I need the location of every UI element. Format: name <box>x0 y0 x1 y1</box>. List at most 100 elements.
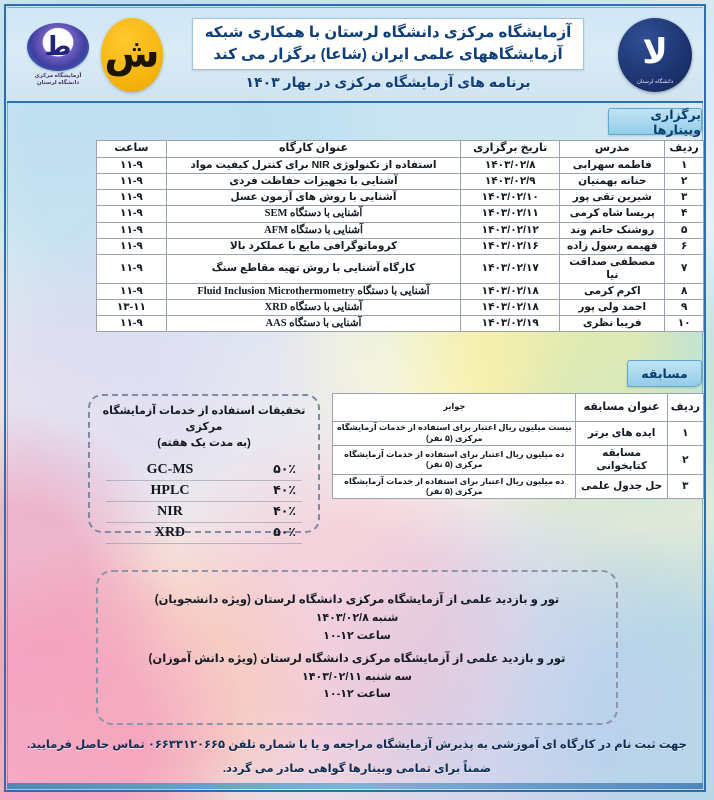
cell-prize: ده میلیون ریال اعتبار برای استفاده از خد… <box>331 444 577 476</box>
cell-discount-percent: ۴۰٪ <box>234 480 302 502</box>
cell-time: ۱۱-۹ <box>96 173 167 191</box>
header-title-block: آزمایشگاه مرکزی دانشگاه لرستان با همکاری… <box>163 18 613 91</box>
central-lab-logo-glyph: ط <box>44 31 72 62</box>
table-row: ۴ پریسا شاه کرمی ۱۴۰۳/۰۲/۱۱ آشنایی با دس… <box>96 205 704 223</box>
cell-time: ۱۱-۹ <box>96 237 167 255</box>
cell-teacher: احمد ولی پور <box>559 299 666 317</box>
cell-date: ۱۴۰۳/۰۲/۱۹ <box>460 315 561 333</box>
discounts-table: ۵۰٪ GC-MS ۴۰٪ HPLC ۴۰٪ NIR ۵۰٪ XRD <box>106 459 302 544</box>
tour-date: سه شنبه ۱۴۰۳/۰۲/۱۱ <box>302 670 412 683</box>
table-row: ۵۰٪ GC-MS <box>106 459 302 481</box>
table-row: ۵۰٪ XRD <box>106 522 302 544</box>
cell-time: ۱۱-۹ <box>96 315 167 333</box>
discounts-title-line2: (به مدت یک هفته) <box>157 436 251 449</box>
poster-header: لا دانشگاه لرستان آزمایشگاه مرکزی دانشگا… <box>7 8 703 103</box>
contest-table-body: ۱ ایده های برتر بیست میلیون ریال اعتبار … <box>331 421 705 500</box>
table-header-row: ردیف مدرس تاریخ برگزاری عنوان کارگاه ساع… <box>96 140 704 158</box>
cell-discount-item: HPLC <box>106 480 234 502</box>
webinars-table-head: ردیف مدرس تاریخ برگزاری عنوان کارگاه ساع… <box>96 140 704 158</box>
cell-title: آشنایی با روش های آزمون عسل <box>165 189 462 207</box>
cell-row: ۱ <box>666 421 705 446</box>
cell-prize: بیست میلیون ریال اعتبار برای استفاده از … <box>331 421 577 446</box>
col-header-title: عنوان مسابقه <box>575 393 668 422</box>
cell-date: ۱۴۰۳/۰۲/۱۲ <box>460 221 561 239</box>
cell-teacher: حنانه بهمنیان <box>559 173 666 191</box>
cell-teacher: شیرین تقی پور <box>559 189 666 207</box>
cell-teacher: اکرم کرمی <box>559 282 666 301</box>
cell-row: ۳ <box>664 189 704 207</box>
tours-card: تور و بازدید علمی از آزمایشگاه مرکزی دان… <box>96 570 618 725</box>
cell-time: ۱۱-۹ <box>96 205 167 223</box>
webinars-table: ردیف مدرس تاریخ برگزاری عنوان کارگاه ساع… <box>96 140 704 333</box>
cell-time: ۱۱-۹ <box>96 282 167 301</box>
cell-title: آشنایی با دستگاه Fluid Inclusion Microth… <box>165 282 462 301</box>
cell-date: ۱۴۰۳/۰۲/۱۰ <box>460 189 561 207</box>
cell-title: آشنایی با دستگاه XRD <box>165 299 462 317</box>
cell-teacher: فریبا نظری <box>559 315 666 333</box>
contest-table: ردیف عنوان مسابقه جوایز ۱ ایده های برتر … <box>331 393 705 500</box>
cell-teacher: مصطفی صداقت نیا <box>559 253 666 285</box>
cell-discount-item: GC-MS <box>106 459 234 481</box>
university-seal-caption: دانشگاه لرستان <box>636 78 674 85</box>
central-lab-caption-line1: آزمایشگاه مرکزی <box>34 72 82 79</box>
table-row: ۴۰٪ NIR <box>106 501 302 523</box>
cell-date: ۱۴۰۳/۰۲/۱۸ <box>460 299 561 317</box>
page-title: آزمایشگاه مرکزی دانشگاه لرستان با همکاری… <box>191 18 585 70</box>
cell-title: آشنایی با دستگاه AFM <box>165 221 462 239</box>
section-header-webinars: برگزاری وبینارها <box>608 108 702 137</box>
cell-row: ۶ <box>664 237 704 255</box>
cell-row: ۱۰ <box>664 315 704 333</box>
page-title-line2: آزمایشگاههای علمی ایران (شاعا) برگزار می… <box>213 46 563 63</box>
cell-teacher: پریسا شاه کرمی <box>559 205 666 223</box>
table-row: ۸ اکرم کرمی ۱۴۰۳/۰۲/۱۸ آشنایی با دستگاه … <box>96 282 704 301</box>
tour-time: ساعت ۱۲-۱۰ <box>323 688 391 701</box>
footer-certificate-note: ضمناً برای تمامی وبینارها گواهی صادر می … <box>222 762 492 775</box>
tour-title: تور و بازدید علمی از آزمایشگاه مرکزی دان… <box>148 653 566 665</box>
university-seal-mark: لا <box>642 31 668 72</box>
cell-teacher: فهیمه رسول زاده <box>559 237 666 255</box>
cell-row: ۹ <box>664 299 704 317</box>
cell-date: ۱۴۰۳/۰۲/۱۸ <box>460 282 561 301</box>
cell-title: آشنایی با تجهیزات حفاظت فردی <box>165 173 462 191</box>
cell-teacher: فاطمه سهرابی <box>559 156 666 175</box>
cell-teacher: روشنک حاتم وند <box>559 221 666 239</box>
cell-time: ۱۱-۹ <box>96 189 167 207</box>
shaa-logo-glyph: ش <box>104 30 160 77</box>
central-lab-logo-caption: آزمایشگاه مرکزی دانشگاه لرستان <box>35 73 82 87</box>
col-header-prize: جوایز <box>331 393 577 422</box>
partner-logos: ش ط آزمایشگاه مرکزی دانشگاه لرستان <box>13 17 163 92</box>
cell-discount-percent: ۵۰٪ <box>234 522 302 544</box>
page-title-line1: آزمایشگاه مرکزی دانشگاه لرستان با همکاری… <box>204 24 572 42</box>
cell-discount-item: XRD <box>106 522 234 544</box>
table-row: ۲ مسابقه کتابخوانی ده میلیون ریال اعتبار… <box>331 444 705 476</box>
footer-registration-note: جهت ثبت نام در کارگاه ای آموزشی به پذیرش… <box>27 739 687 751</box>
cell-row: ۲ <box>666 444 705 476</box>
central-lab-logo: ط آزمایشگاه مرکزی دانشگاه لرستان <box>19 18 97 92</box>
poster-footer: جهت ثبت نام در کارگاه ای آموزشی به پذیرش… <box>20 738 694 777</box>
tour-item: تور و بازدید علمی از آزمایشگاه مرکزی دان… <box>149 652 566 702</box>
table-row: ۳ حل جدول علمی ده میلیون ریال اعتبار برا… <box>331 474 705 500</box>
table-row: ۲ حنانه بهمنیان ۱۴۰۳/۰۲/۹ آشنایی با تجهی… <box>96 173 704 191</box>
col-header-title: عنوان کارگاه <box>165 140 462 158</box>
cell-title: کارگاه آشنایی با روش تهیه مقاطع سنگ <box>165 253 462 285</box>
cell-date: ۱۴۰۳/۰۲/۱۱ <box>460 205 561 223</box>
cell-row: ۲ <box>664 173 704 191</box>
cell-row: ۷ <box>664 253 704 285</box>
cell-time: ۱۳-۱۱ <box>96 299 167 317</box>
cell-row: ۸ <box>664 282 704 301</box>
tour-date: شنبه ۱۴۰۳/۰۲/۸ <box>315 612 399 625</box>
cell-title: مسابقه کتابخوانی <box>575 444 668 476</box>
cell-date: ۱۴۰۳/۰۲/۱۷ <box>460 253 561 285</box>
section-header-contest: مسابقه <box>627 360 702 387</box>
cell-title: استفاده از تکنولوژی NIR برای کنترل کیفیت… <box>165 156 462 175</box>
tour-time: ساعت ۱۲-۱۰ <box>323 629 391 642</box>
table-row: ۵ روشنک حاتم وند ۱۴۰۳/۰۲/۱۲ آشنایی با دس… <box>96 221 704 239</box>
cell-row: ۳ <box>666 474 705 500</box>
cell-title: ایده های برتر <box>575 421 668 446</box>
university-logo: لا دانشگاه لرستان <box>613 13 697 97</box>
shaa-network-logo-icon: ش <box>101 17 163 92</box>
col-header-row: ردیف <box>666 393 705 422</box>
cell-time: ۱۱-۹ <box>96 253 167 285</box>
col-header-date: تاریخ برگزاری <box>460 140 561 158</box>
